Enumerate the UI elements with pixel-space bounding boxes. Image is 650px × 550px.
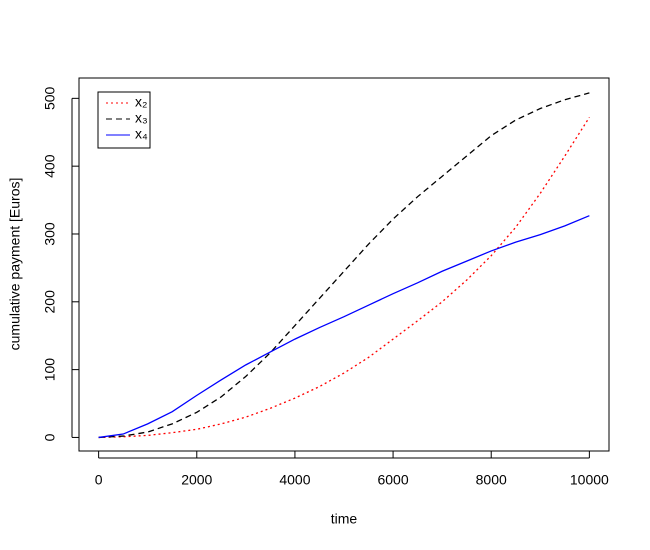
legend-label: x₂ xyxy=(135,94,147,110)
series-line xyxy=(98,92,590,439)
y-tick-label: 300 xyxy=(42,222,58,246)
plot-box xyxy=(78,77,610,452)
y-tick-label: 0 xyxy=(42,433,58,441)
legend-label: x₄ xyxy=(135,126,148,142)
x-tick-label: 6000 xyxy=(377,472,408,488)
series-line xyxy=(98,116,590,439)
x-tick-label: 8000 xyxy=(476,472,507,488)
x-axis-label: time xyxy=(331,511,358,527)
y-axis-label: cumulative payment [Euros] xyxy=(7,178,23,351)
y-tick-label: 400 xyxy=(42,154,58,178)
y-tick-label: 200 xyxy=(42,290,58,314)
x-tick-label: 2000 xyxy=(181,472,212,488)
legend-label: x₃ xyxy=(135,110,148,126)
y-tick-label: 100 xyxy=(42,358,58,382)
x-tick-label: 4000 xyxy=(279,472,310,488)
x-tick-label: 0 xyxy=(95,472,103,488)
y-tick-label: 500 xyxy=(42,86,58,110)
legend-box xyxy=(97,91,151,149)
series-line xyxy=(98,215,590,439)
x-tick-label: 10000 xyxy=(570,472,609,488)
